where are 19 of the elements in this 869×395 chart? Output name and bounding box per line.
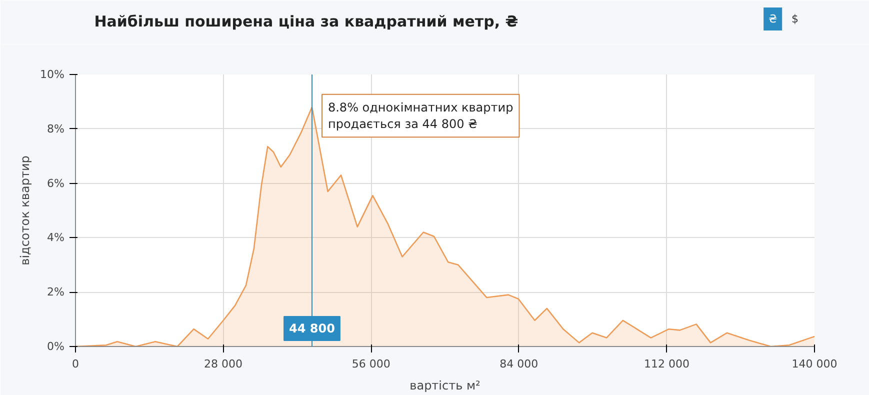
x-tick-label: 56 000 bbox=[352, 358, 390, 370]
chart-title: Найбільш поширена ціна за квадратний метр, ₴ bbox=[94, 12, 518, 30]
annotation: 8.8% однокімнатних квартир продається за 44 800 ₴ bbox=[328, 100, 514, 132]
y-tick-label: 6% bbox=[47, 176, 64, 190]
y-tick-label: 0% bbox=[47, 340, 64, 353]
x-tick-label: 140 000 bbox=[792, 358, 838, 370]
x-tick-label: 112 000 bbox=[644, 358, 690, 370]
x-tick-label: 0 bbox=[72, 358, 79, 370]
y-axis-title: відсоток квартир bbox=[18, 156, 32, 266]
text: ₴ bbox=[768, 12, 778, 26]
x-tick-label: 84 000 bbox=[500, 358, 538, 370]
x-tick-label: 28 000 bbox=[204, 358, 243, 370]
ref-line-label: 44 800 bbox=[289, 322, 335, 336]
y-tick-label: 4% bbox=[47, 231, 64, 244]
y-tick-label: 2% bbox=[47, 286, 64, 299]
text: $ bbox=[791, 12, 798, 26]
y-tick-label: 10% bbox=[40, 68, 65, 81]
x-axis-title: вартість м² bbox=[410, 378, 481, 392]
y-tick-label: 8% bbox=[47, 122, 64, 136]
